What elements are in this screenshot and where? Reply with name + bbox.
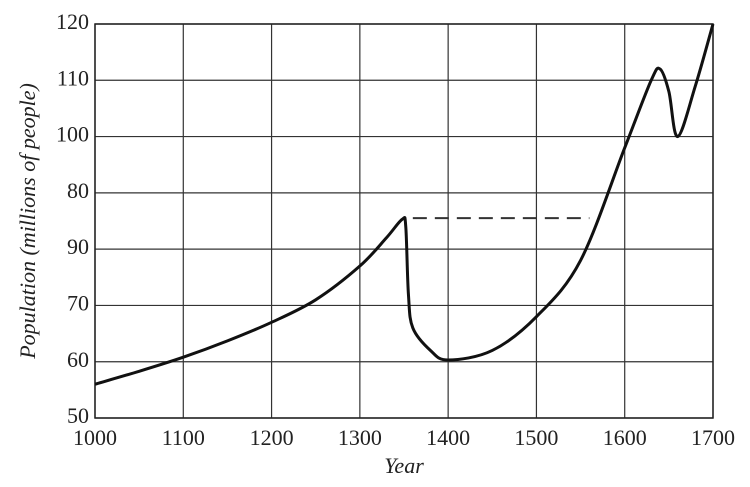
x-tick-label: 1700 [691,425,735,450]
x-tick-label: 1300 [338,425,382,450]
y-tick-label: 110 [57,65,89,90]
y-tick-label: 70 [67,290,89,315]
x-tick-label: 1000 [73,425,117,450]
x-tick-label: 1100 [162,425,205,450]
y-axis-title: Population (millions of people) [15,83,40,360]
y-tick-label: 100 [56,122,89,147]
x-tick-label: 1600 [603,425,647,450]
population-line [94,23,715,386]
y-tick-label: 80 [67,178,89,203]
x-tick-label: 1500 [514,425,558,450]
x-tick-label: 1200 [250,425,294,450]
y-tick-label: 90 [67,234,89,259]
x-axis-title: Year [384,453,424,478]
y-tick-label: 50 [67,403,89,428]
x-tick-label: 1400 [426,425,470,450]
y-tick-label: 60 [67,347,89,372]
y-tick-label: 120 [56,9,89,34]
plot-frame [94,23,714,419]
